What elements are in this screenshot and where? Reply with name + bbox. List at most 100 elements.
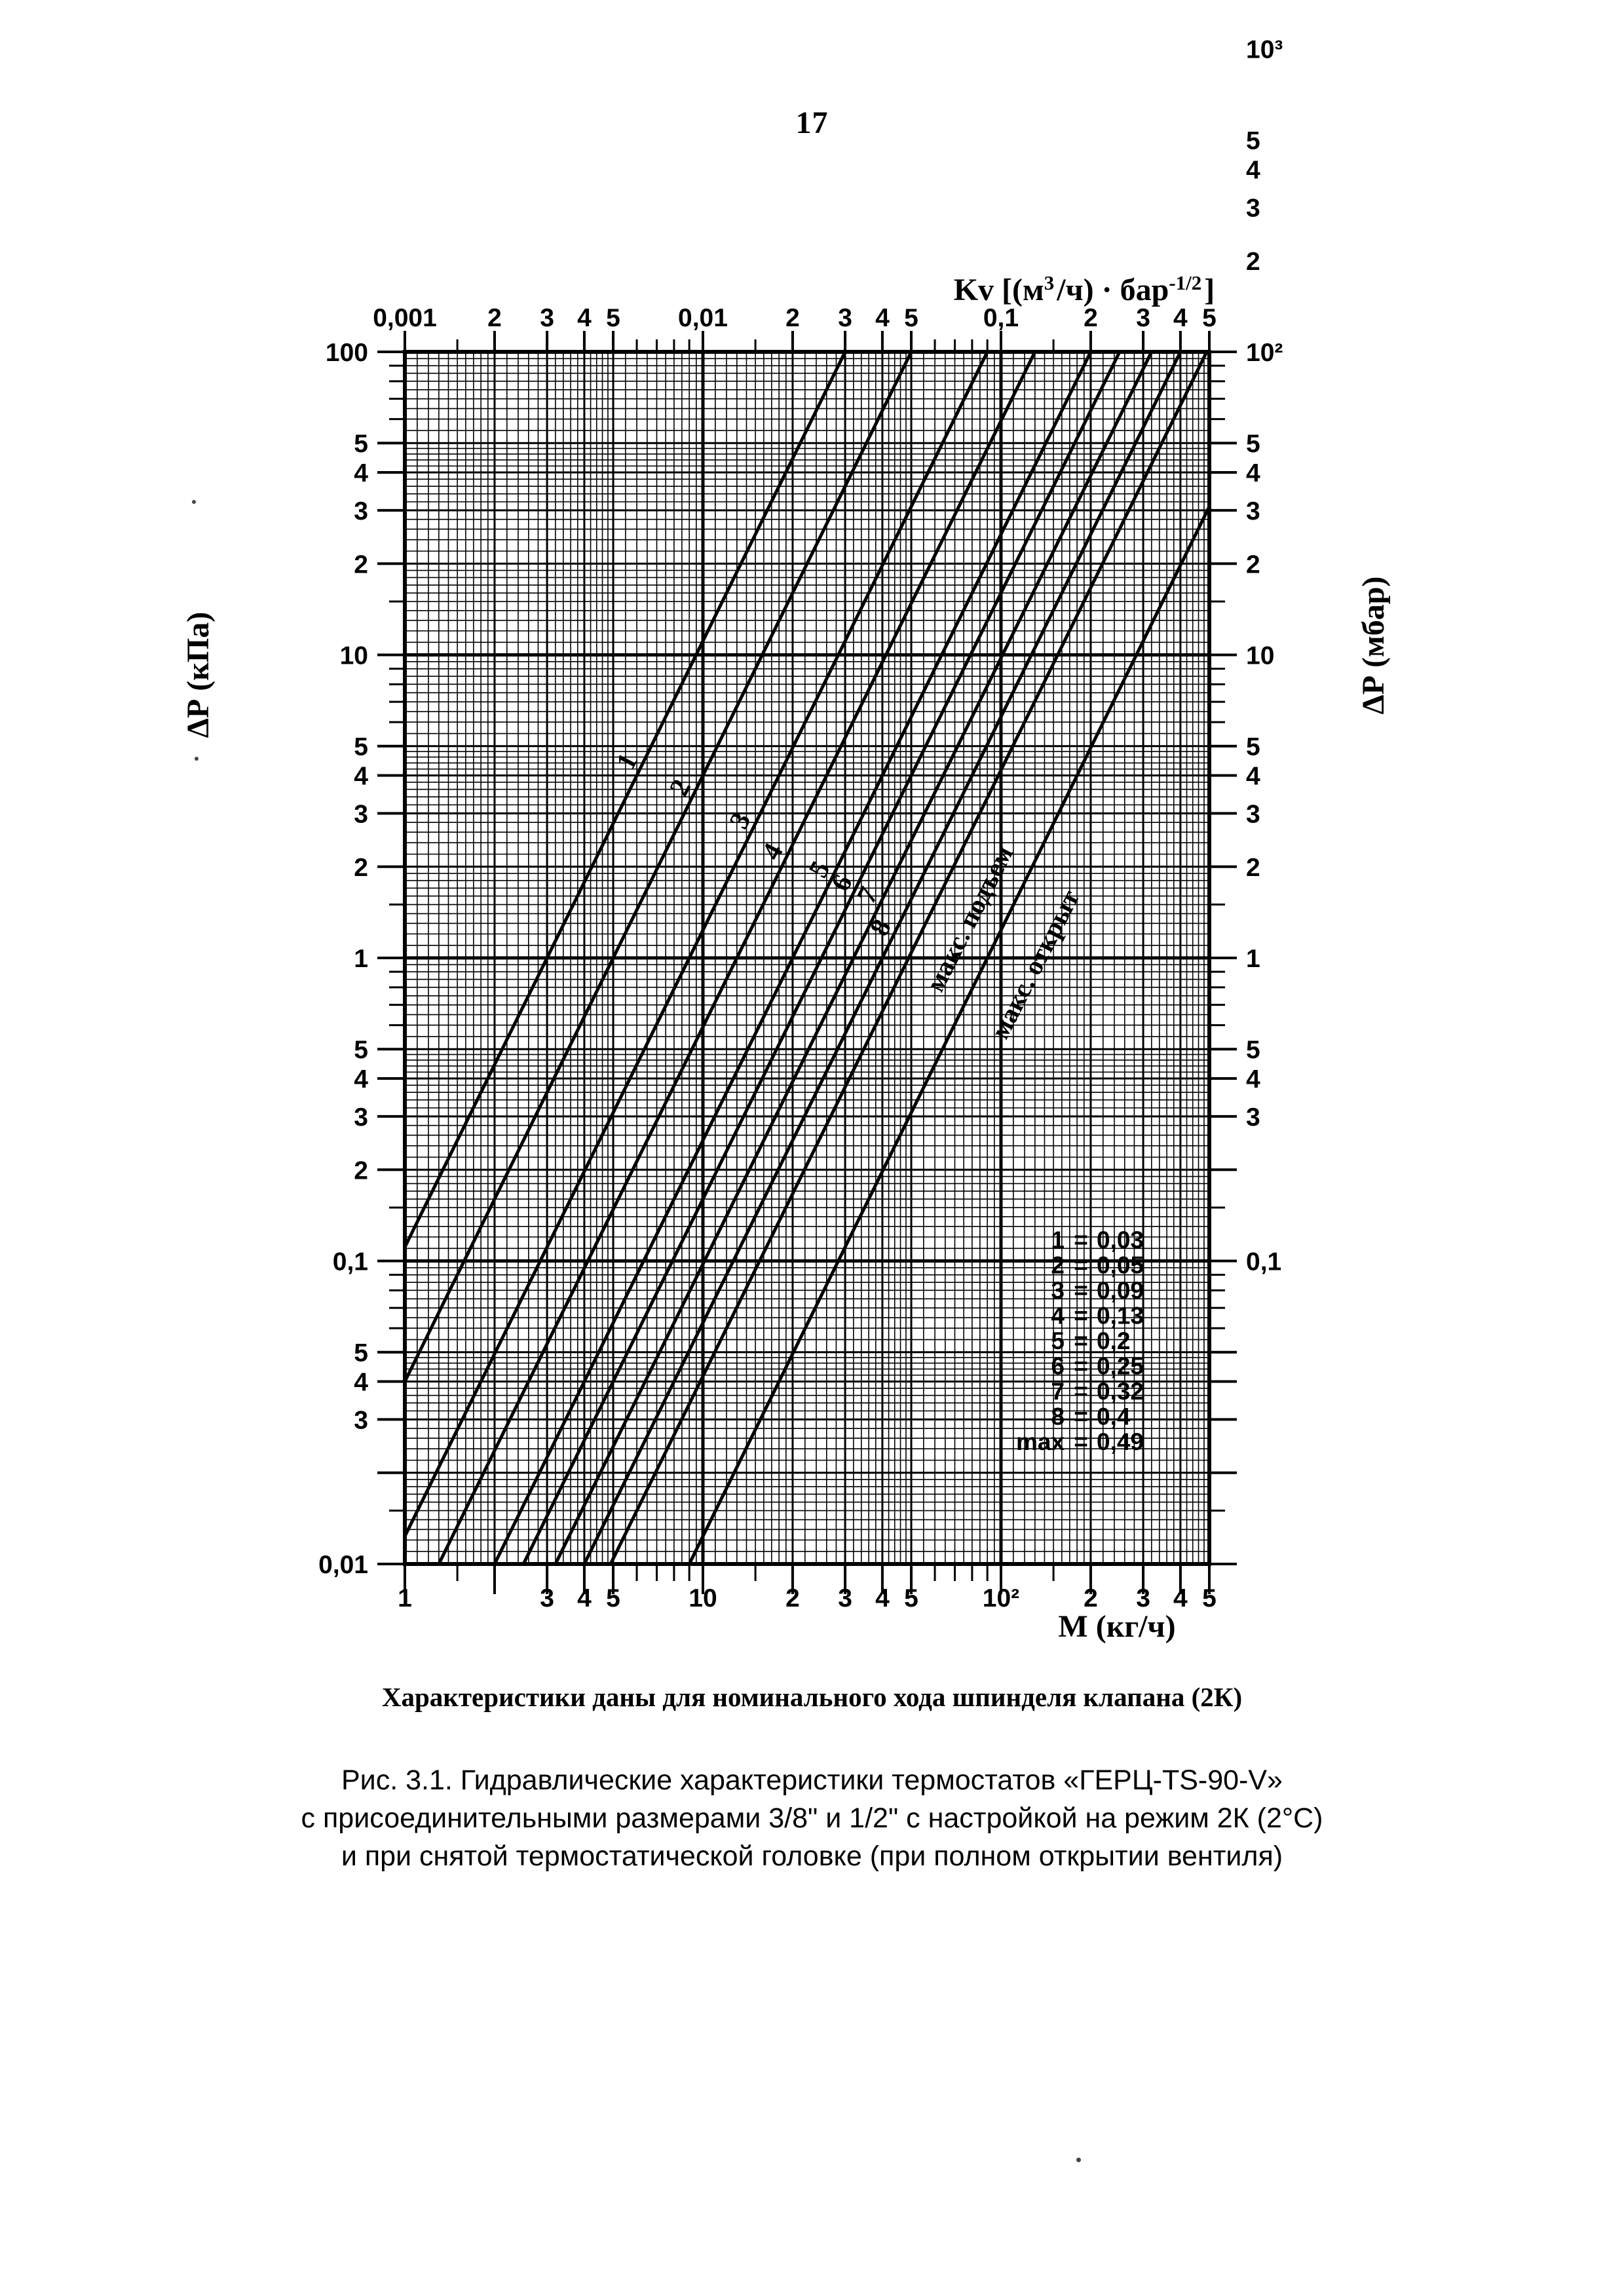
svg-text:5: 5 [354,733,368,761]
svg-text:10³: 10³ [1246,36,1283,64]
svg-text:5: 5 [606,1584,620,1612]
svg-text:4: 4 [1173,304,1188,332]
svg-text:1: 1 [1246,945,1260,973]
figure-caption-line-1: Рис. 3.1. Гидравлические характеристики … [341,1764,1283,1796]
svg-text:max: max [1016,1428,1065,1455]
svg-text:0,001: 0,001 [373,304,437,332]
svg-text:5: 5 [1202,1584,1217,1612]
svg-text:10²: 10² [1246,339,1283,367]
svg-text:3: 3 [1246,1103,1260,1132]
svg-text:3: 3 [1136,1584,1150,1612]
svg-text:4: 4 [577,304,592,332]
svg-text:2: 2 [354,854,368,882]
svg-text:0,1: 0,1 [333,1248,368,1276]
svg-text:3: 3 [1136,304,1150,332]
legend-item: 6 = 0,25 [1051,1353,1144,1380]
kv-curve [687,506,1211,1565]
svg-text:5: 5 [1246,733,1260,761]
svg-text:5: 5 [1051,1327,1065,1354]
svg-text:7: 7 [1051,1378,1065,1405]
svg-text:=: = [1074,1327,1088,1354]
svg-text:1: 1 [398,1584,412,1612]
svg-text:3: 3 [354,800,368,828]
svg-text:0,2: 0,2 [1097,1327,1130,1354]
svg-text:10: 10 [340,642,368,670]
kv-curve [493,351,1093,1565]
y-axis-left-title: ΔР (кПа) [181,612,216,738]
kv-curve [521,351,1122,1565]
svg-text:=: = [1074,1227,1088,1253]
legend-item: max = 0,49 [1016,1428,1144,1455]
svg-text:0,01: 0,01 [678,304,728,332]
kv-curve [403,351,989,1537]
svg-text:3: 3 [354,1103,368,1132]
svg-text:3: 3 [1246,800,1260,828]
svg-text:2: 2 [1084,1584,1098,1612]
svg-text:4: 4 [1246,157,1260,185]
scan-speck [192,500,196,504]
svg-text:5: 5 [1246,127,1260,155]
svg-text:4: 4 [875,304,890,332]
curve-number-label: 1 [611,748,643,774]
svg-text:3: 3 [354,497,368,525]
svg-text:0,05: 0,05 [1097,1252,1144,1279]
svg-text:0,1: 0,1 [1246,1248,1281,1276]
scan-speck [1076,2158,1081,2162]
svg-text:1: 1 [1051,1227,1065,1253]
svg-text:5: 5 [1246,430,1260,458]
svg-text:4: 4 [354,459,368,487]
x-axis-bottom-labels: 1 3 4 5 10 2 3 4 5 10² 2 3 4 5 [398,1584,1217,1612]
svg-text:4: 4 [1173,1584,1188,1612]
svg-text:4: 4 [875,1584,890,1612]
kv-curve [582,351,1182,1565]
svg-text:0,49: 0,49 [1097,1428,1144,1455]
curve-number-label: 3 [724,807,757,833]
svg-text:5: 5 [904,304,918,332]
svg-text:0,13: 0,13 [1097,1303,1144,1329]
page-number: 17 [795,105,829,140]
figure-caption-line-3: и при снятой термостатической головке (п… [341,1840,1283,1872]
svg-text:5: 5 [354,1036,368,1064]
curve-number-label: 8 [864,915,897,941]
svg-text:0,32: 0,32 [1097,1378,1144,1405]
svg-text:5: 5 [1246,1036,1260,1064]
svg-text:3: 3 [540,1584,554,1612]
legend-item: 3 = 0,09 [1051,1277,1144,1304]
svg-text:10: 10 [689,1584,717,1612]
svg-text:Kv [(м3 /ч) · бар-1/2 ]: Kv [(м3 /ч) · бар-1/2 ] [954,271,1215,307]
svg-text:0,25: 0,25 [1097,1353,1144,1380]
svg-text:5: 5 [606,304,620,332]
svg-text:0,03: 0,03 [1097,1227,1144,1253]
svg-text:=: = [1074,1277,1088,1304]
svg-text:4: 4 [354,1369,368,1397]
kv-curve [554,351,1154,1565]
svg-text:=: = [1074,1252,1088,1279]
svg-text:2: 2 [1246,854,1260,882]
svg-text:3: 3 [354,1406,368,1434]
svg-text:=: = [1074,1378,1088,1405]
kv-axis-title: Kv [(м3 /ч) · бар-1/2 ] [954,271,1215,307]
kv-curve [403,351,847,1248]
svg-text:100: 100 [326,339,368,367]
figure-caption-line-2: с присоединительными размерами 3/8" и 1/… [301,1802,1323,1834]
kv-curve [437,351,1037,1565]
svg-text:ΔР (кПа): ΔР (кПа) [181,612,216,738]
svg-text:4: 4 [354,1065,368,1094]
svg-text:3: 3 [1246,497,1260,525]
svg-text:5: 5 [1202,304,1217,332]
kv-curve [403,351,913,1382]
x-axis-top-labels: 0,001 2 3 4 5 0,01 2 3 4 5 0,1 2 3 4 5 [373,304,1217,332]
svg-text:2: 2 [354,1156,368,1185]
svg-text:1: 1 [354,945,368,973]
svg-text:=: = [1074,1403,1088,1430]
svg-text:4: 4 [1246,459,1260,487]
svg-text:5: 5 [904,1584,918,1612]
legend-item: 7 = 0,32 [1051,1378,1144,1405]
svg-text:0,4: 0,4 [1097,1403,1131,1430]
svg-text:8: 8 [1051,1403,1065,1430]
